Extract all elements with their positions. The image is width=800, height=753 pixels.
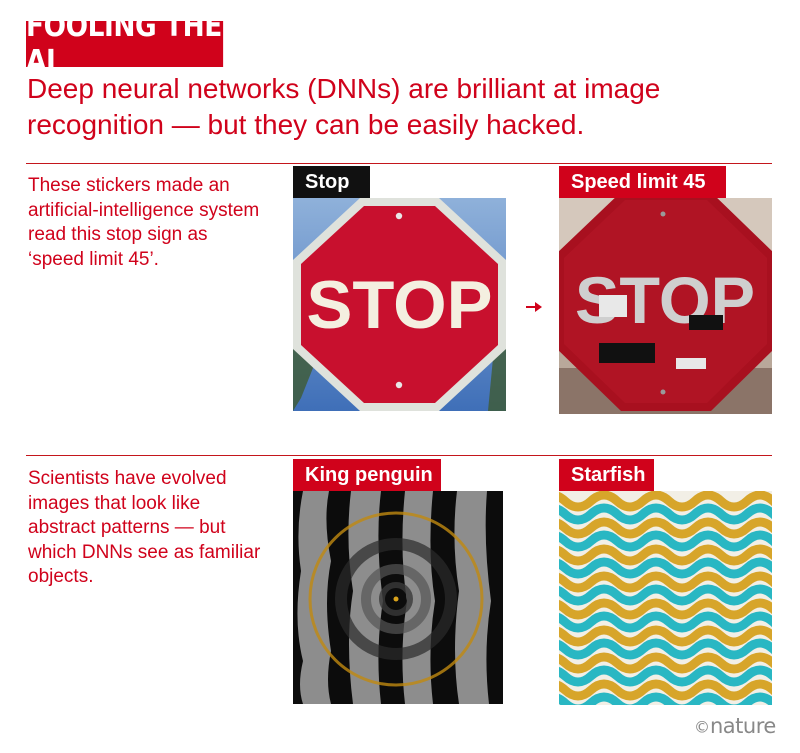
stop-label-text: Stop [305, 170, 350, 193]
sticker-white-1 [599, 295, 627, 317]
king-penguin-label: King penguin [293, 459, 441, 491]
starfish-label: Starfish [559, 459, 654, 491]
sticker-black-1 [689, 315, 723, 330]
credit-name: nature [710, 714, 776, 738]
subtitle: Deep neural networks (DNNs) are brillian… [27, 73, 661, 140]
starfish-label-text: Starfish [571, 463, 646, 486]
section1-description: These stickers made an artificial-intell… [28, 175, 260, 270]
stop-sign-text: STOP [307, 267, 493, 343]
stop-sign-image: STOP [293, 198, 506, 411]
king-penguin-pattern-image [293, 491, 503, 704]
speed-limit-label-text: Speed limit 45 [571, 170, 706, 193]
copyright-symbol: © [694, 717, 710, 737]
stop-label: Stop [293, 166, 370, 198]
speed-limit-label: Speed limit 45 [559, 166, 726, 198]
sticker-black-2 [599, 343, 655, 363]
divider-middle [26, 455, 772, 456]
arrow-icon [526, 302, 542, 312]
divider-top [26, 163, 772, 164]
king-penguin-label-text: King penguin [305, 463, 433, 486]
starfish-pattern-image [559, 491, 772, 705]
title-banner: FOOLING THE AI [26, 9, 224, 79]
title-text: FOOLING THE AI [26, 9, 222, 79]
section2-description: Scientists have evolved images that look… [28, 468, 261, 587]
hacked-stop-sign-image: STOP [559, 198, 772, 414]
sticker-white-2 [676, 358, 706, 369]
nature-credit: ©nature [694, 714, 776, 738]
